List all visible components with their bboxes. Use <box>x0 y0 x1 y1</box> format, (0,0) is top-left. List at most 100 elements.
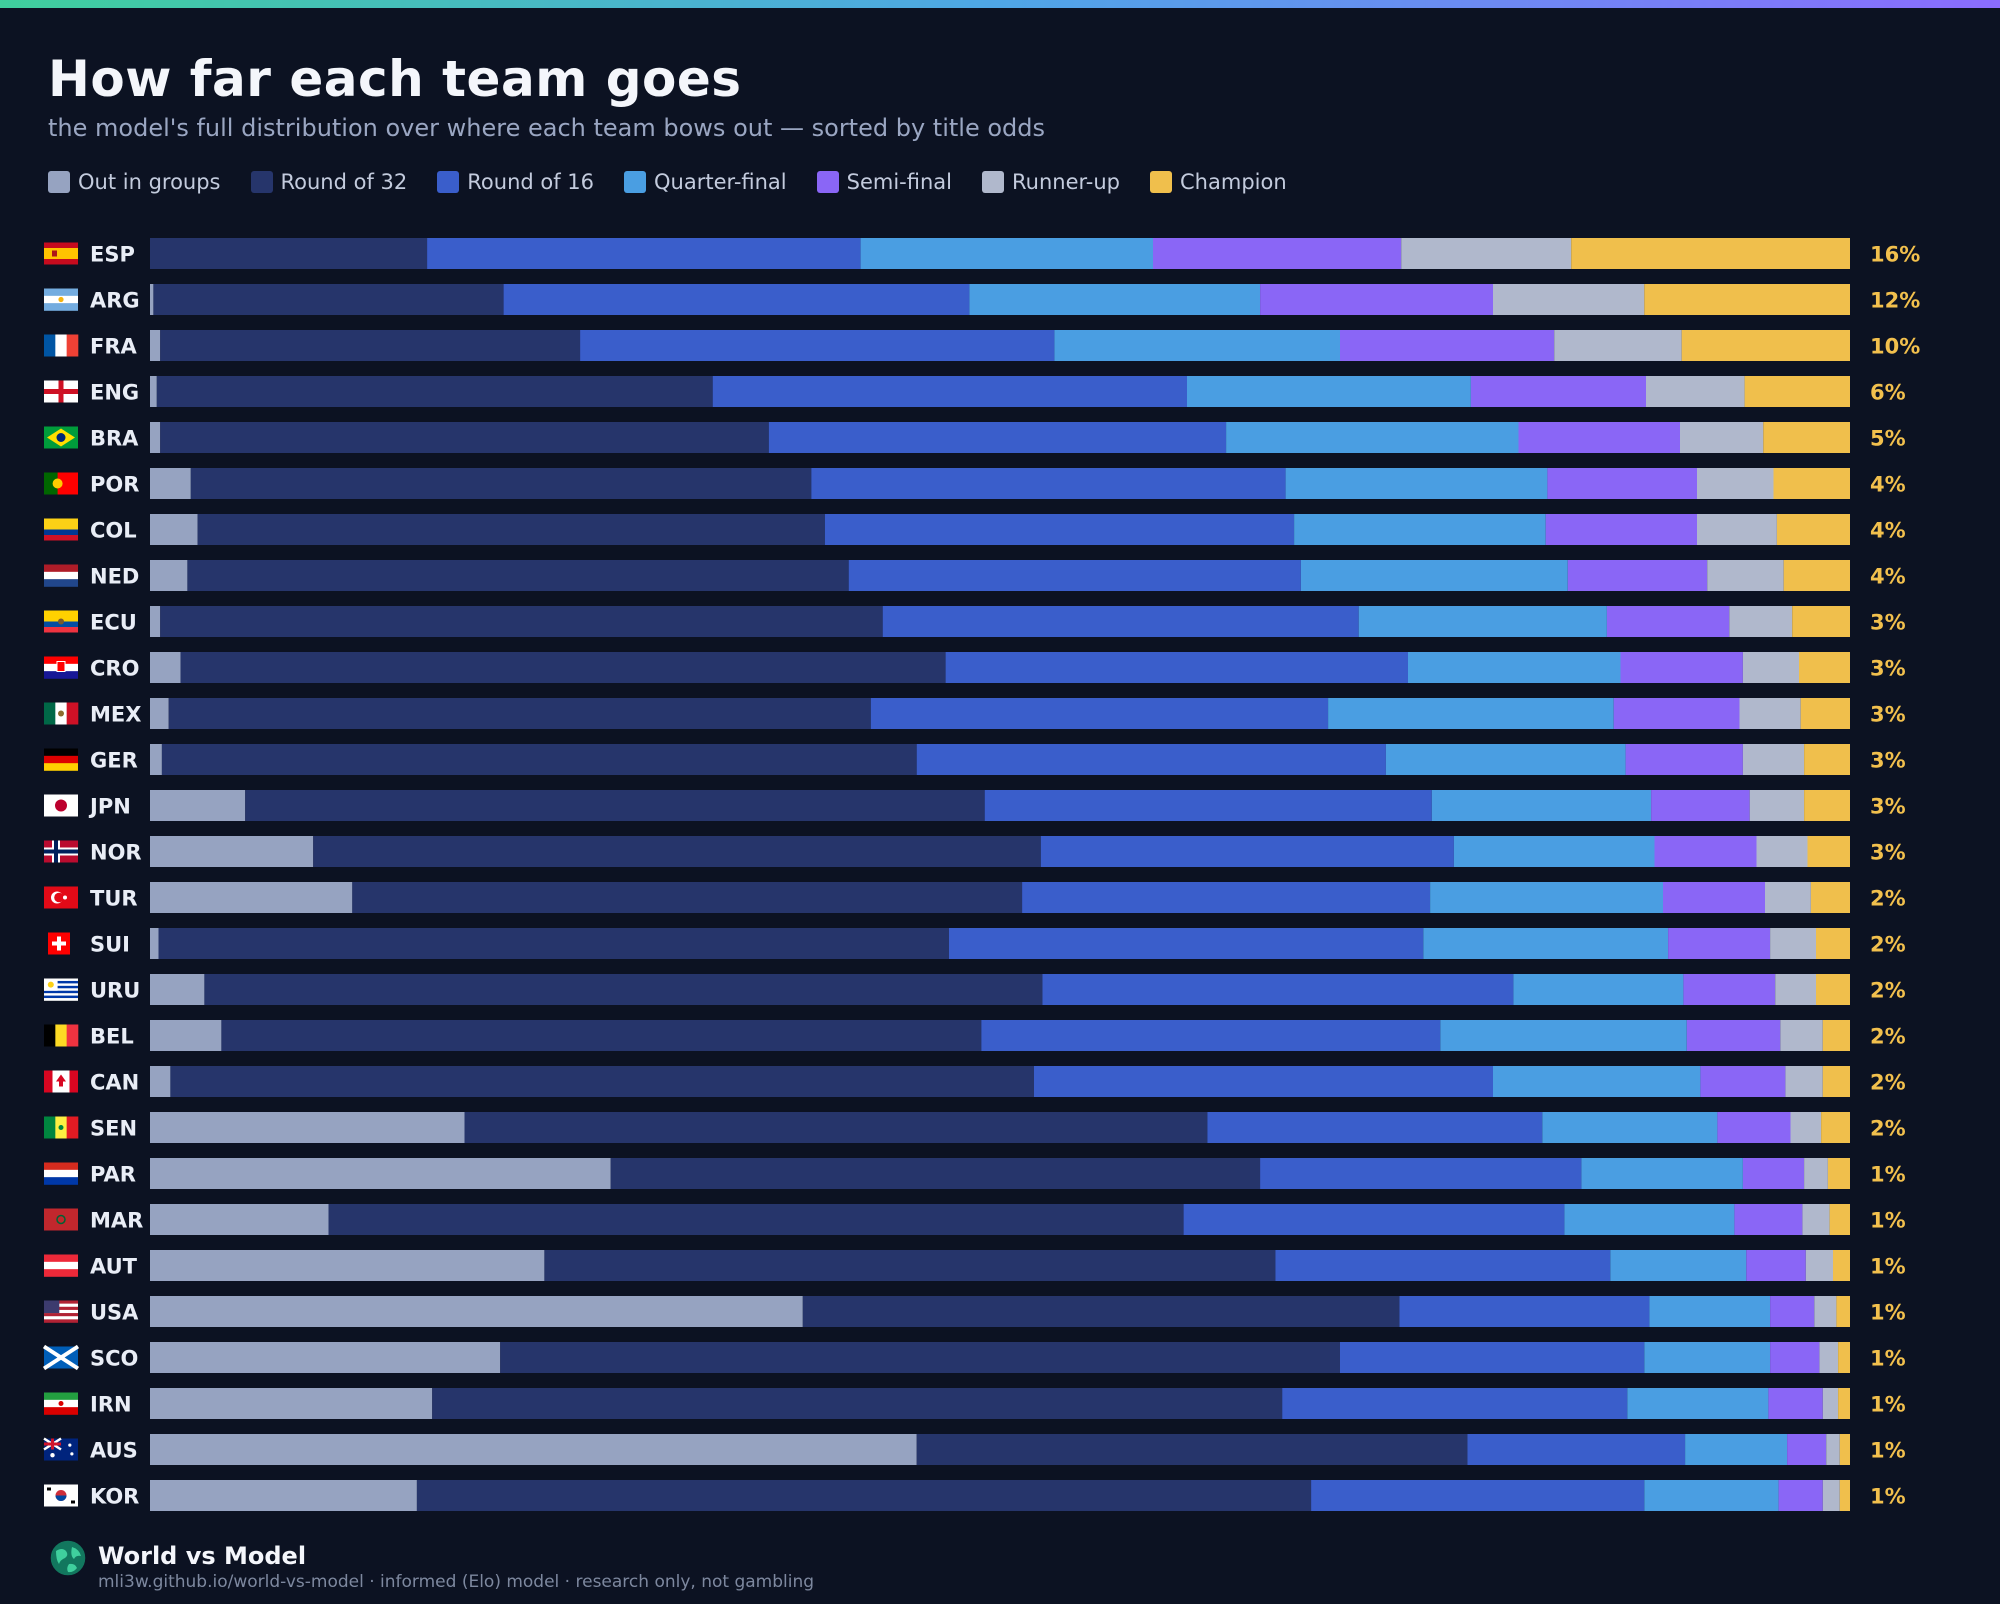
title-odds-label: 2% <box>1870 979 1906 1003</box>
bar-segment-runner-up <box>1805 1250 1833 1281</box>
team-row-kor: KOR 1% <box>44 1480 1906 1511</box>
bar-segment-champion <box>1571 238 1850 269</box>
team-code-label: GER <box>90 749 138 773</box>
bar-segment-out-in-groups <box>150 514 198 545</box>
bar-segment-champion <box>1821 1112 1850 1143</box>
bar-segment-out-in-groups <box>150 1204 329 1235</box>
team-row-par: PAR 1% <box>44 1158 1906 1189</box>
team-code-label: TUR <box>90 887 138 911</box>
bar-segment-round-of-16 <box>580 330 1055 361</box>
team-code-label: ENG <box>90 381 139 405</box>
bar-segment-quarter-final <box>969 284 1261 315</box>
bar-segment-quarter-final <box>1430 882 1663 913</box>
mx-flag-icon <box>44 702 79 725</box>
legend-item-champion: Champion <box>1150 170 1287 194</box>
bar-segment-round-of-16 <box>1467 1434 1686 1465</box>
bar-segment-champion <box>1838 1388 1850 1419</box>
bar-segment-round-of-32 <box>187 560 849 591</box>
legend-swatch <box>1150 171 1173 193</box>
team-row-ger: GER 3% <box>44 744 1906 775</box>
sco-flag-icon <box>42 1344 80 1371</box>
top-accent-stripe <box>0 0 2000 8</box>
bar-segment-semi-final <box>1654 836 1757 867</box>
bar-segment-runner-up <box>1680 422 1764 453</box>
bar-segment-runner-up <box>1729 606 1793 637</box>
bar-segment-out-in-groups <box>150 284 154 315</box>
legend-label: Out in groups <box>78 170 221 194</box>
bar-segment-quarter-final <box>1358 606 1607 637</box>
bar-segment-runner-up <box>1822 1388 1839 1419</box>
bar-segment-round-of-16 <box>870 698 1329 729</box>
bar-segment-out-in-groups <box>150 1296 803 1327</box>
bar-segment-round-of-32 <box>160 606 883 637</box>
bar-segment-runner-up <box>1826 1434 1840 1465</box>
bar-segment-semi-final <box>1260 284 1493 315</box>
bar-segment-semi-final <box>1663 882 1765 913</box>
bar-segment-out-in-groups <box>150 652 181 683</box>
bar-segment-quarter-final <box>1423 928 1669 959</box>
title-odds-label: 2% <box>1870 1025 1906 1049</box>
title-odds-label: 2% <box>1870 1071 1906 1095</box>
team-code-label: SCO <box>90 1347 138 1371</box>
bar-segment-runner-up <box>1804 1158 1828 1189</box>
bar-segment-round-of-32 <box>916 1434 1468 1465</box>
bar-segment-champion <box>1783 560 1850 591</box>
bar-segment-runner-up <box>1765 882 1811 913</box>
bar-segment-champion <box>1838 1342 1850 1373</box>
bar-segment-out-in-groups <box>150 1480 417 1511</box>
team-code-label: BEL <box>90 1025 134 1049</box>
bar-segment-round-of-32 <box>170 1066 1034 1097</box>
ar-flag-icon <box>44 288 78 311</box>
bar-segment-quarter-final <box>1431 790 1652 821</box>
bar-segment-runner-up <box>1554 330 1682 361</box>
team-row-mex: MEX 3% <box>44 698 1906 729</box>
bar-segment-semi-final <box>1787 1434 1827 1465</box>
title-odds-label: 4% <box>1870 519 1906 543</box>
bar-segment-quarter-final <box>1649 1296 1771 1327</box>
bar-segment-out-in-groups <box>150 422 161 453</box>
bar-segment-semi-final <box>1686 1020 1781 1051</box>
uy-flag-icon <box>44 978 78 1001</box>
title-odds-label: 1% <box>1870 1209 1906 1233</box>
bar-segment-semi-final <box>1625 744 1743 775</box>
be-flag-icon <box>44 1024 79 1047</box>
bar-segment-round-of-32 <box>150 238 428 269</box>
bar-segment-out-in-groups <box>150 698 169 729</box>
bar-segment-runner-up <box>1697 468 1774 499</box>
bar-segment-runner-up <box>1401 238 1572 269</box>
team-code-label: ECU <box>90 611 137 635</box>
bar-segment-semi-final <box>1606 606 1730 637</box>
ma-flag-icon <box>44 1208 78 1231</box>
team-row-jpn: JPN 3% <box>44 790 1906 821</box>
team-code-label: NED <box>90 565 139 589</box>
bar-segment-round-of-32 <box>432 1388 1283 1419</box>
bar-segment-semi-final <box>1668 928 1771 959</box>
kr-flag-icon <box>44 1484 78 1507</box>
es-flag-icon <box>44 242 78 265</box>
team-row-bra: BRA 5% <box>44 422 1906 453</box>
bar-segment-runner-up <box>1646 376 1745 407</box>
ir-flag-icon <box>44 1392 78 1415</box>
bar-segment-round-of-32 <box>416 1480 1312 1511</box>
team-row-can: CAN 2% <box>44 1066 1906 1097</box>
bar-segment-quarter-final <box>1685 1434 1788 1465</box>
pt-flag-icon <box>44 472 78 495</box>
bar-segment-quarter-final <box>1581 1158 1743 1189</box>
bar-segment-round-of-16 <box>949 928 1424 959</box>
bar-segment-semi-final <box>1613 698 1740 729</box>
team-row-aus: AUS 1% <box>43 1434 1906 1465</box>
title-odds-label: 16% <box>1870 243 1920 267</box>
title-odds-label: 2% <box>1870 1117 1906 1141</box>
bar-segment-round-of-32 <box>158 928 949 959</box>
legend-swatch <box>982 171 1004 193</box>
team-row-arg: ARG 12% <box>44 284 1920 315</box>
bar-segment-champion <box>1807 836 1850 867</box>
bar-segment-round-of-16 <box>1034 1066 1493 1097</box>
team-row-por: POR 4% <box>44 468 1906 499</box>
bar-segment-round-of-32 <box>328 1204 1184 1235</box>
team-code-label: FRA <box>90 335 138 359</box>
bar-segment-out-in-groups <box>150 928 159 959</box>
bar-segment-runner-up <box>1742 744 1805 775</box>
bar-segment-round-of-16 <box>427 238 861 269</box>
team-code-label: AUS <box>90 1439 138 1463</box>
